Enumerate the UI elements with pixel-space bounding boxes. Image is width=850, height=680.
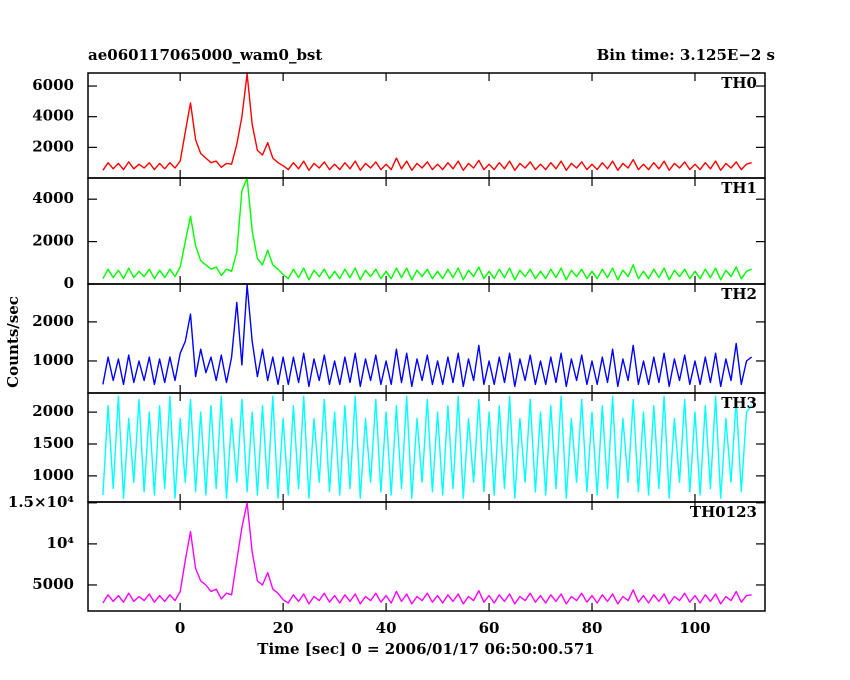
y-axis-label: Counts/sec (4, 296, 22, 388)
y-tick-label: 2000 (32, 402, 74, 420)
light-curve (102, 73, 752, 171)
x-tick-label: 20 (273, 619, 294, 637)
y-tick-label: 6000 (32, 76, 74, 94)
series-name: TH0 (721, 74, 757, 92)
light-curve (102, 178, 752, 281)
y-tick-label: 10⁴ (47, 534, 75, 552)
y-tick-label: 1000 (32, 351, 74, 369)
x-tick-label: 40 (376, 619, 397, 637)
y-tick-label: 2000 (32, 137, 74, 155)
panel-frame (87, 501, 766, 612)
x-axis-label: Time [sec] 0 = 2006/01/17 06:50:00.571 (257, 640, 594, 658)
y-tick-label: 4000 (32, 107, 74, 125)
y-tick-label: 1.5×10⁴ (8, 493, 75, 511)
y-tick-label: 4000 (32, 189, 74, 207)
light-curve (102, 284, 753, 388)
x-tick-label: 0 (175, 619, 185, 637)
chart-title: ae060117065000_wam0_bst (88, 46, 322, 64)
x-tick-label: 60 (479, 619, 500, 637)
series-name: TH1 (721, 179, 757, 197)
series-name: TH2 (721, 285, 757, 303)
y-tick-label: 1000 (32, 466, 74, 484)
light-curve (102, 502, 752, 605)
y-tick-label: 2000 (32, 312, 74, 330)
y-tick-label: 5000 (32, 575, 74, 593)
series-name: TH3 (721, 394, 757, 412)
series-name: TH0123 (690, 503, 757, 521)
panel-frame (87, 283, 766, 394)
x-tick-label: 100 (679, 619, 710, 637)
light-curve (102, 395, 753, 499)
y-tick-label: 2000 (32, 232, 74, 250)
y-tick-label: 0 (64, 274, 74, 292)
y-tick-label: 1500 (32, 434, 74, 452)
x-tick-label: 80 (582, 619, 603, 637)
chart-subtitle: Bin time: 3.125E−2 s (597, 46, 775, 64)
